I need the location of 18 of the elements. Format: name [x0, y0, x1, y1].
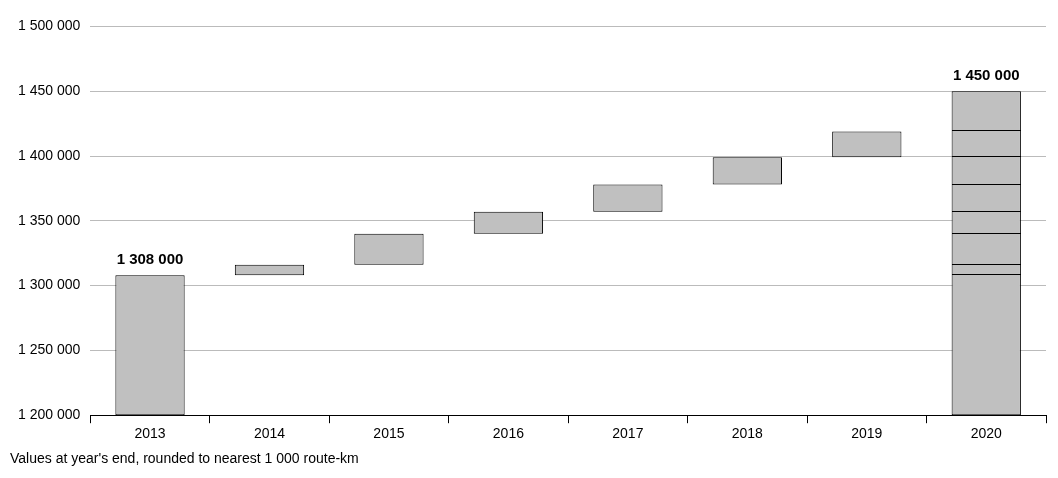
y-tick-label: 1 500 000 — [17, 17, 81, 34]
x-tick-label: 2018 — [731, 425, 764, 442]
y-tick-label: 1 400 000 — [17, 146, 81, 163]
y-tick-label: 1 350 000 — [17, 211, 81, 228]
x-tick-label: 2015 — [373, 425, 405, 442]
x-tick-label: 2014 — [253, 425, 286, 442]
y-tick-label: 1 450 000 — [17, 82, 81, 99]
x-tick-label: 2019 — [851, 425, 883, 442]
x-tick-label: 2013 — [134, 425, 166, 442]
text: Values at year's end, rounded to nearest 1 000 route-km — [10, 449, 359, 466]
x-tick-label: 2017 — [612, 425, 644, 442]
y-tick-label: 1 200 000 — [17, 406, 81, 423]
y-tick-label: 1 300 000 — [17, 276, 81, 293]
data-label: 1 308 000 — [116, 249, 184, 267]
x-tick-label: 2020 — [970, 425, 1003, 442]
data-label: 1 450 000 — [952, 65, 1020, 83]
x-tick-label: 2016 — [492, 425, 525, 442]
y-tick-label: 1 250 000 — [17, 341, 81, 358]
